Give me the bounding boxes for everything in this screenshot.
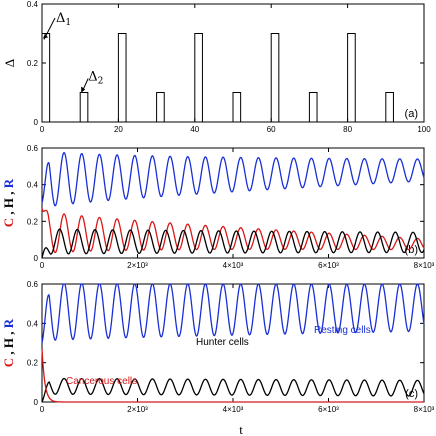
series-line xyxy=(41,151,425,207)
pulse-series xyxy=(41,33,424,123)
y-tick-label: 0.4 xyxy=(27,0,39,9)
x-tick-label: 0 xyxy=(40,405,45,414)
x-tick-label: 4×10³ xyxy=(223,405,244,414)
x-tick-label: 6×10³ xyxy=(318,405,339,414)
y-tick-label: 0.6 xyxy=(27,144,39,153)
y-tick-label: 0.2 xyxy=(27,359,39,368)
y-tick-label: 0 xyxy=(34,118,39,127)
x-axis-label: t xyxy=(239,422,243,436)
y-tick-label: 0 xyxy=(34,398,39,407)
series-label-hunter: Hunter cells xyxy=(196,337,249,348)
series-line-cancerous xyxy=(41,348,425,403)
series-label-resting: Resting cells xyxy=(314,325,371,336)
y-axis-label: Δ xyxy=(2,59,17,67)
series-label-cancerous: Cancerous cells xyxy=(66,376,137,387)
arrow-head xyxy=(43,33,48,39)
panel-c: 0 2×10³ 4×10³ 6×10³ 8×10³ 0 0.2 0.4 0.6 (c) C , H … xyxy=(1,280,435,436)
panel-tag: (c) xyxy=(405,388,418,400)
x-tick-label: 2×10³ xyxy=(127,405,148,414)
x-tick-label: 6×10³ xyxy=(318,261,339,270)
x-tick-label: 0 xyxy=(40,125,45,134)
arrow-head xyxy=(81,86,86,93)
x-tick-label: 8×10³ xyxy=(414,261,435,270)
x-tick-label: 20 xyxy=(114,125,123,134)
x-tick-label: 8×10³ xyxy=(414,405,435,414)
series-line-hunter xyxy=(41,377,425,403)
x-tick-label: 4×10³ xyxy=(223,261,244,270)
x-tick-label: 40 xyxy=(190,125,199,134)
x-tick-label: 60 xyxy=(267,125,276,134)
series-line xyxy=(41,208,425,254)
y-tick-label: 0.4 xyxy=(27,181,39,190)
y-axis-label: C , H , R xyxy=(1,318,16,367)
y-tick-label: 0.2 xyxy=(27,59,39,68)
x-tick-label: 80 xyxy=(343,125,352,134)
series-line-resting xyxy=(41,283,425,344)
x-tick-label: 100 xyxy=(417,125,431,134)
x-tick-label: 2×10³ xyxy=(127,261,148,270)
y-tick-label: 0.6 xyxy=(27,280,39,289)
annotation-delta1: Δ1 xyxy=(56,11,71,28)
x-tick-label: 0 xyxy=(40,261,45,270)
series-line xyxy=(41,228,425,259)
y-axis-label: C , H , R xyxy=(1,178,16,227)
y-tick-label: 0.2 xyxy=(27,217,39,226)
y-tick-label: 0.4 xyxy=(27,319,39,328)
panel-tag: (a) xyxy=(405,108,418,120)
panel-a: 0 20 40 60 80 100 0 0.2 0.4 (a) Δ Δ1 Δ2 xyxy=(2,0,431,134)
annotation-delta2: Δ2 xyxy=(88,70,103,87)
y-tick-label: 0 xyxy=(34,254,39,263)
